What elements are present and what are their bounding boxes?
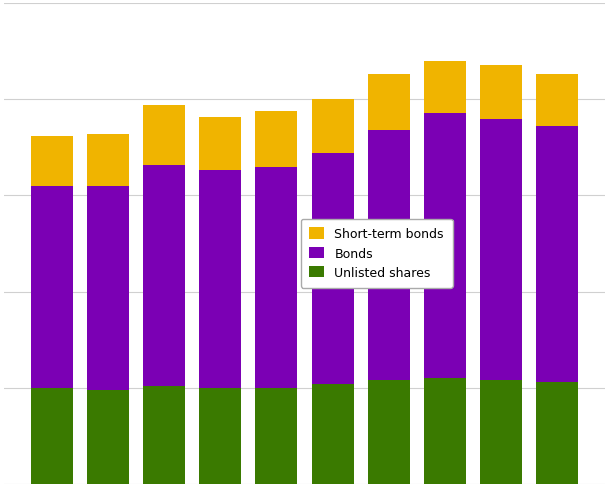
- Bar: [200, 117, 242, 171]
- Bar: [311, 384, 353, 484]
- Bar: [479, 119, 521, 380]
- Bar: [367, 380, 409, 484]
- Bar: [256, 388, 298, 484]
- Bar: [423, 61, 465, 114]
- Bar: [88, 186, 130, 390]
- Bar: [479, 380, 521, 484]
- Bar: [200, 171, 242, 388]
- Bar: [367, 75, 409, 131]
- Bar: [367, 131, 409, 380]
- Bar: [32, 137, 74, 186]
- Bar: [32, 388, 74, 484]
- Bar: [311, 100, 353, 154]
- Legend: Short-term bonds, Bonds, Unlisted shares: Short-term bonds, Bonds, Unlisted shares: [301, 219, 452, 288]
- Bar: [256, 167, 298, 388]
- Bar: [144, 106, 186, 165]
- Bar: [144, 165, 186, 386]
- Bar: [88, 390, 130, 484]
- Bar: [32, 186, 74, 388]
- Bar: [200, 388, 242, 484]
- Bar: [479, 65, 521, 119]
- Bar: [423, 114, 465, 378]
- Bar: [88, 135, 130, 186]
- Bar: [144, 386, 186, 484]
- Bar: [311, 154, 353, 384]
- Bar: [535, 127, 577, 382]
- Bar: [535, 382, 577, 484]
- Bar: [535, 75, 577, 127]
- Bar: [256, 112, 298, 167]
- Bar: [423, 378, 465, 484]
